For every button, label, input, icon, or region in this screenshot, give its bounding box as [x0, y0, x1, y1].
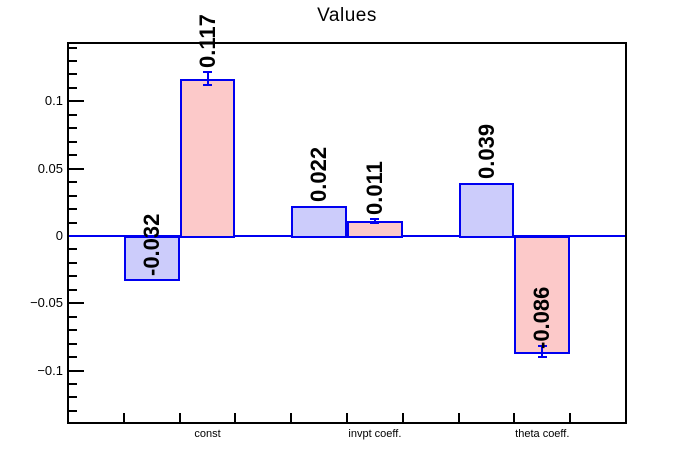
y-minor-tick — [68, 60, 77, 63]
bar-value-label: -0.032 — [138, 213, 164, 277]
error-bar-cap-bottom — [370, 222, 380, 225]
error-bar-cap-top — [537, 345, 547, 348]
y-minor-tick — [68, 127, 77, 130]
y-minor-tick — [68, 113, 77, 116]
x-tick — [457, 413, 460, 423]
y-minor-tick — [68, 288, 77, 291]
bar — [179, 78, 236, 238]
chart-title: Values — [317, 5, 377, 26]
y-tick-label: −0.1 — [37, 362, 63, 378]
error-bar-whisker — [206, 71, 209, 86]
y-minor-tick — [68, 409, 77, 412]
y-minor-tick — [68, 248, 77, 251]
error-bar-cap-top — [370, 218, 380, 221]
x-category-label: theta coeff. — [515, 428, 570, 440]
y-minor-tick — [68, 396, 77, 399]
y-minor-tick — [68, 154, 77, 157]
x-tick — [290, 413, 293, 423]
y-minor-tick — [68, 208, 77, 211]
x-tick — [569, 413, 572, 423]
bar — [123, 235, 180, 281]
x-tick — [401, 413, 404, 423]
y-minor-tick — [68, 194, 77, 197]
y-major-tick — [68, 167, 84, 170]
y-tick-label: −0.05 — [30, 295, 63, 311]
bar — [291, 206, 347, 238]
y-minor-tick — [68, 140, 77, 143]
x-tick — [513, 413, 516, 423]
y-major-tick — [68, 302, 84, 305]
y-tick-label: 0.1 — [44, 93, 63, 109]
x-tick — [178, 413, 181, 423]
y-minor-tick — [68, 86, 77, 89]
y-minor-tick — [68, 46, 77, 49]
y-minor-tick — [68, 275, 77, 278]
y-minor-tick — [68, 181, 77, 184]
x-category-label: const — [194, 428, 221, 440]
y-minor-tick — [68, 382, 77, 385]
x-tick — [346, 413, 348, 423]
y-minor-tick — [68, 342, 77, 345]
y-minor-tick — [68, 315, 77, 318]
y-minor-tick — [68, 356, 77, 359]
error-bar-cap-bottom — [537, 356, 547, 359]
x-tick — [122, 413, 125, 423]
y-minor-tick — [68, 261, 77, 264]
y-minor-tick — [68, 329, 77, 332]
y-major-tick — [68, 369, 84, 372]
bar-value-label: 0.011 — [361, 161, 387, 216]
bar-value-label: 0.039 — [473, 124, 499, 180]
error-bar-whisker — [541, 346, 544, 358]
error-bar-cap-top — [203, 70, 212, 73]
bar-value-label: -0.086 — [529, 286, 555, 349]
error-bar-whisker — [373, 219, 376, 224]
y-minor-tick — [68, 221, 77, 224]
y-tick-label: 0 — [55, 227, 63, 243]
x-tick — [234, 413, 237, 423]
y-major-tick — [68, 100, 84, 103]
error-bar-cap-bottom — [203, 84, 212, 87]
bar-value-label: 0.117 — [194, 13, 220, 68]
x-category-label: invpt coeff. — [348, 428, 402, 440]
y-minor-tick — [68, 73, 77, 76]
bar — [458, 183, 515, 238]
bar-value-label: 0.022 — [306, 147, 332, 203]
bar — [514, 235, 571, 354]
y-tick-label: 0.05 — [37, 160, 63, 176]
